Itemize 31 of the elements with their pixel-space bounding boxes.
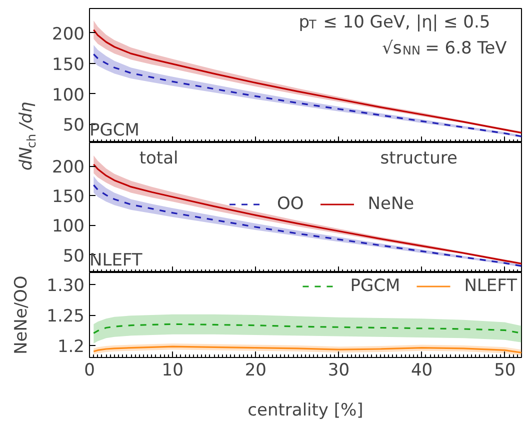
y-tick-label: 100 bbox=[52, 216, 85, 237]
y-tick-label: 150 bbox=[52, 187, 85, 208]
legend-label: NLEFT bbox=[464, 276, 517, 296]
annotation: structure bbox=[380, 148, 458, 168]
annotation: √sNN = 6.8 TeV bbox=[382, 38, 508, 58]
annotation: NLEFT bbox=[90, 250, 143, 270]
y-tick-label: 100 bbox=[52, 85, 85, 106]
x-tick-label: 50 bbox=[494, 360, 516, 380]
y-tick-label: 1.30 bbox=[46, 276, 85, 296]
x-axis-title: centrality [%] bbox=[248, 400, 364, 420]
y-axis-title: dNch/dη bbox=[16, 102, 38, 170]
annotation: total bbox=[139, 148, 178, 168]
x-tick-label: 10 bbox=[162, 360, 184, 380]
annotation: PGCM bbox=[90, 120, 140, 140]
y-tick-label: 1.25 bbox=[46, 306, 85, 326]
x-tick-label: 30 bbox=[328, 360, 350, 380]
legend-label: PGCM bbox=[350, 276, 400, 296]
y-tick-label: 200 bbox=[52, 158, 85, 178]
y-tick-label: 50 bbox=[62, 116, 85, 136]
x-tick-label: 20 bbox=[244, 360, 266, 380]
line-series bbox=[92, 346, 522, 354]
y-axis-title: NeNe/OO bbox=[12, 276, 32, 354]
y-tick-label: 1.2 bbox=[57, 336, 85, 357]
x-tick-label: 40 bbox=[410, 360, 433, 380]
x-tick-label: 0 bbox=[84, 360, 95, 380]
y-tick-label: 150 bbox=[52, 54, 85, 75]
legend-label: OO bbox=[277, 194, 304, 214]
y-tick-label: 50 bbox=[62, 246, 85, 266]
annotation: pT ≤ 10 GeV, |η| ≤ 0.5 bbox=[298, 12, 490, 32]
y-tick-label: 200 bbox=[52, 24, 85, 44]
legend-label: NeNe bbox=[368, 194, 414, 214]
